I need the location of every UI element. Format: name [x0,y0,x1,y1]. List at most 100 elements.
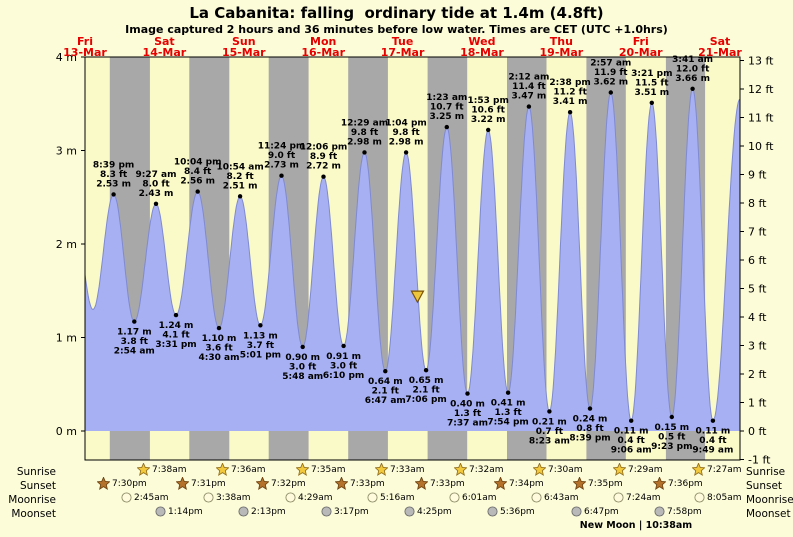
sunrise-entry: 7:29am [613,463,663,476]
tide-point-dot [649,100,654,106]
day-label-name: Thu [550,35,573,48]
sunset-star-icon [573,477,586,490]
day-label-date: 16-Mar [301,46,345,59]
tide-annotation-line: 5:48 am [282,372,323,382]
sunrise-time: 7:38am [152,464,187,475]
tide-annotation-line: 9:27 am [136,170,177,180]
y-axis-label-right: 12 ft [748,83,774,96]
tide-annotation-line: 2.56 m [180,177,215,187]
sunset-time: 7:33pm [430,478,465,489]
tide-annotation-line: 8.2 ft [226,172,254,182]
day-label-date: 15-Mar [222,46,266,59]
sunrise-row-label-left: Sunrise [16,466,56,478]
day-label-date: 18-Mar [460,46,504,59]
sunset-time: 7:34pm [509,478,544,489]
tide-point-dot [526,104,532,109]
tide-annotation-line: 0.7 ft [536,427,564,437]
sunset-row-label-left: Sunset [19,480,56,492]
tide-annotation-line: 8.9 ft [310,152,338,162]
tide-point-dot [486,127,491,133]
tide-annotation-line: 8:23 am [529,436,570,446]
day-label-date: 14-Mar [143,46,187,59]
tide-annotation-line: 1.3 ft [494,408,522,418]
tide-point-dot [567,110,573,115]
sunrise-time: 7:30am [548,464,583,475]
tide-annotation-line: 0.91 m [326,352,361,362]
tide-high-annotation: 8:39 pm8.3 ft2.53 m [93,160,134,189]
sunset-star-icon [176,477,189,490]
sunset-time: 7:33pm [350,478,385,489]
tide-annotation-line: 3.47 m [512,92,547,102]
day-label-date: 20-Mar [619,46,663,59]
tide-point-dot [216,325,222,331]
tide-annotation-line: 11.4 ft [512,82,546,92]
tide-annotation-line: 3.0 ft [330,361,358,371]
sunset-star-icon [97,477,110,490]
tide-high-annotation: 9:27 am8.0 ft2.43 m [136,170,177,199]
sunrise-time: 7:27am [707,464,742,475]
moonset-icon [571,506,582,517]
day-label-name: Wed [468,35,495,48]
page-title: La Cabanita: falling ordinary tide at 1.… [189,4,604,22]
tide-annotation-line: 4.1 ft [162,331,190,341]
tide-low-annotation: 0.90 m3.0 ft5:48 am [282,353,323,382]
y-axis-label-right: 13 ft [748,55,774,68]
moonset-row-label-right: Moonset [746,508,791,520]
tide-annotation-line: 0.4 ft [699,436,727,446]
axes: 4 m 3 m 2 m 1 m 0 m 13 ft 12 ft 11 ft 10 ft 9 ft 8… [56,51,774,467]
tide-point-dot [153,201,159,206]
moonrise-icon [694,492,705,503]
tide-annotation-line: 2.51 m [223,181,258,191]
tide-annotation-line: 0.65 m [409,376,444,386]
tide-annotation-line: 10.7 ft [430,103,464,113]
sunset-time: 7:36pm [668,478,703,489]
moonrise-icon [285,492,296,503]
tide-annotation-line: 7:06 pm [405,395,446,405]
sunset-entry: 7:31pm [176,477,226,490]
plot-border [84,56,741,461]
moonrise-entry: 3:38am [203,491,251,504]
moonset-entry: 4:25pm [404,505,452,518]
moonrise-time: 6:43am [544,492,579,503]
moonset-icon [487,506,498,517]
moonrise-time: 4:29am [298,492,333,503]
moonset-entry: 5:36pm [487,505,535,518]
y-axis-label-right: 4 ft [748,311,767,324]
moonrise-icon [449,492,460,503]
tide-point-dot [669,414,674,420]
day-label-date: 17-Mar [381,46,425,59]
tide-annotation-line: 11:24 pm [258,142,306,152]
moonset-time: 7:58pm [667,506,702,517]
sunset-star-icon [335,477,348,490]
tide-annotation-line: 3.8 ft [121,337,149,347]
tide-annotation-line: 3.41 m [553,97,588,107]
moonset-time: 4:25pm [417,506,452,517]
tide-annotation-line: 7:37 am [447,419,488,429]
tide-annotation-line: 3.51 m [634,88,669,98]
y-axis-label-right: 9 ft [748,169,767,182]
moonrise-time: 6:01am [462,492,497,503]
tide-annotation-line: 2:38 pm [549,78,590,88]
tide-high-annotation: 1:04 pm9.8 ft2.98 m [385,118,426,147]
sunrise-entry: 7:32am [454,463,504,476]
sunset-entry: 7:35pm [573,477,623,490]
sunset-entry: 7:30pm [97,477,147,490]
tide-annotation-line: 9:23 pm [651,442,692,452]
tide-annotation-line: 6:10 pm [323,371,364,381]
day-label-name: Sun [232,35,256,48]
tide-annotation-line: 0.41 m [491,399,526,409]
moonset-icon [321,506,332,517]
y-axis-label-left: 1 m [56,332,77,345]
y-axis-label-right: 11 ft [748,112,774,125]
sunset-entry: 7:36pm [653,477,703,490]
moonset-time: 6:47pm [584,506,619,517]
sunrise-star-icon [216,463,229,476]
sunrise-star-icon [533,463,546,476]
tide-annotations: 8:39 pm8.3 ft2.53 m1.17 m3.8 ft2:54 am9:… [93,55,733,456]
moonrise-icon [531,492,542,503]
